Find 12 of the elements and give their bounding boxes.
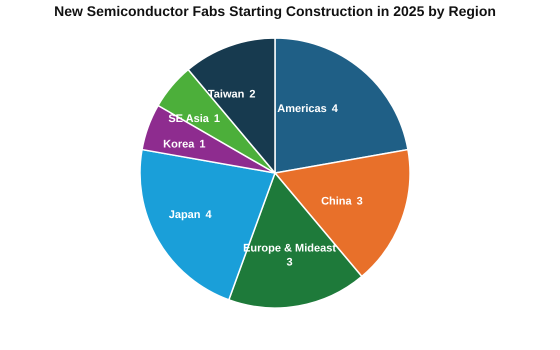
chart-title: New Semiconductor Fabs Starting Construction in 2025 by Region	[54, 3, 496, 19]
slice-label: Americas	[277, 102, 327, 115]
data-label: 4	[332, 102, 339, 115]
data-label: 4	[206, 208, 213, 221]
slice-label: Korea	[163, 138, 196, 150]
data-label: 2	[249, 88, 256, 100]
slice-label: China	[321, 196, 353, 208]
data-label: 1	[199, 138, 206, 150]
slice-label: Japan	[168, 208, 201, 221]
data-label: 3	[356, 196, 363, 208]
data-label: 3	[286, 256, 293, 268]
data-label: 1	[214, 113, 220, 126]
